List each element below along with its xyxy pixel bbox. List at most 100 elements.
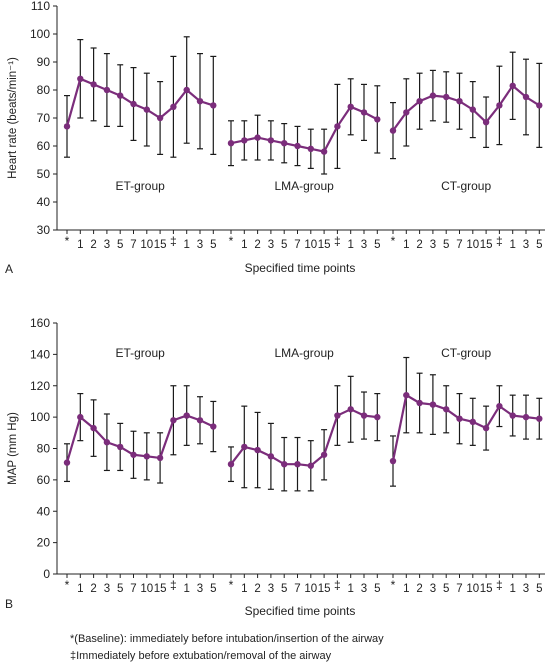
data-point [334,123,341,130]
data-point [210,423,217,430]
y-tick-label: 30 [37,223,51,237]
data-point [170,103,177,111]
data-point [90,424,97,432]
x-tick-label: 1 [509,583,515,595]
x-tick-label: 15 [154,239,167,251]
x-tick-label: 5 [281,239,287,251]
data-point [143,453,150,460]
data-point [63,123,71,130]
x-tick-label: ‡ [496,234,503,248]
data-point [267,137,275,144]
x-tick-label: 10 [304,239,317,251]
x-tick-label: 5 [210,239,216,251]
x-tick-label: 2 [254,239,260,251]
x-tick-label: 3 [197,583,203,595]
data-point [77,413,84,421]
data-point [307,462,314,469]
y-tick-label: 140 [30,347,50,361]
x-tick-label: 5 [374,583,380,595]
x-tick-label: 3 [523,583,529,595]
data-point [117,443,124,451]
series-line [65,414,214,463]
x-tick-label: 2 [416,583,422,595]
group-label: ET-group [115,346,165,360]
x-tick-label: 1 [347,583,353,595]
x-tick-label: 1 [77,583,83,595]
x-tick-label: ‡ [334,234,341,248]
x-tick-label: 1 [403,583,409,595]
data-point [416,98,423,105]
y-tick-label: 70 [37,111,51,125]
x-tick-label: 3 [361,239,367,251]
y-axis-label: Heart rate (beats/min⁻¹) [7,57,19,179]
y-tick-label: 80 [37,83,51,97]
data-point [456,415,463,422]
x-tick-label: 3 [361,583,367,595]
data-point [482,119,490,126]
data-point [210,102,217,109]
data-point [334,412,341,419]
data-point [267,453,275,460]
y-tick-label: 0 [43,567,50,581]
x-tick-label: 5 [443,239,449,251]
y-tick-label: 100 [30,27,50,41]
x-tick-label: 5 [117,583,123,595]
data-point [183,412,190,419]
data-point [320,451,328,458]
x-tick-label: 2 [416,239,422,251]
x-tick-label: 3 [104,583,110,595]
data-point [103,439,111,446]
x-tick-label: 7 [456,583,462,595]
data-point [241,137,248,144]
data-point [374,116,381,123]
x-tick-label: 2 [254,583,260,595]
data-point [294,460,301,468]
x-tick-label: 10 [466,239,479,251]
x-tick-label: 5 [443,583,449,595]
data-point [389,127,397,134]
x-tick-label: 1 [403,239,409,251]
x-tick-label: 3 [523,239,529,251]
series-line [230,408,378,467]
y-tick-label: 60 [37,139,51,153]
y-tick-label: 80 [37,442,51,456]
y-tick-label: 60 [37,473,51,487]
y-tick-label: 160 [30,316,50,330]
data-point [360,109,368,116]
x-tick-label: 1 [77,239,83,251]
data-point [227,140,235,147]
x-tick-label: 15 [154,583,167,595]
x-tick-label: 15 [318,239,331,251]
group-label: ET-group [115,179,165,193]
data-point [307,145,314,152]
data-point [509,412,516,419]
x-tick-label: 10 [304,583,317,595]
x-tick-label: ‡ [170,234,177,248]
data-point [482,424,490,432]
data-point [522,93,530,101]
footnote-extubation: ‡Immediately before extubation/removal o… [70,650,332,662]
data-point [77,75,84,83]
data-point [347,103,354,111]
x-axis-label: Specified time points [245,604,356,618]
x-tick-label: 10 [466,583,479,595]
series-line [230,105,378,153]
x-tick-label: 5 [536,239,542,251]
data-point [522,413,530,421]
data-point [130,451,137,458]
x-tick-label: ‡ [170,578,177,592]
x-tick-label: 2 [90,583,96,595]
x-tick-label: 1 [241,239,247,251]
x-tick-label: 1 [509,239,515,251]
x-tick-label: 1 [183,583,189,595]
data-point [374,413,381,421]
data-point [347,406,354,413]
x-tick-label: 7 [294,583,300,595]
data-point [143,106,150,113]
data-point [496,402,503,410]
data-point [241,443,248,451]
group-label: CT-group [441,346,491,360]
data-point [416,399,423,407]
data-point [227,460,235,468]
x-axis-label: Specified time points [245,261,356,275]
